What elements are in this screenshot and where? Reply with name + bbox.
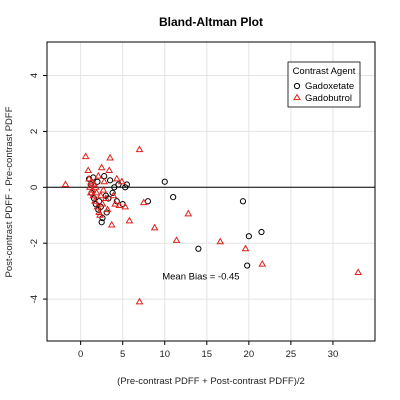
point-gadobutrol <box>91 197 99 204</box>
point-gadoxetate <box>111 184 118 191</box>
plot-frame <box>46 41 376 342</box>
data-points <box>61 145 363 305</box>
point-gadoxetate <box>195 245 202 252</box>
point-gadobutrol <box>107 220 116 228</box>
point-gadobutrol <box>258 259 267 267</box>
point-gadoxetate <box>106 177 114 184</box>
point-gadobutrol <box>172 236 181 243</box>
y-tick-label: 4 <box>29 73 40 78</box>
point-gadoxetate <box>87 181 94 188</box>
point-gadobutrol <box>102 194 110 201</box>
x-tick-label: 15 <box>202 349 213 360</box>
point-gadobutrol <box>135 145 144 153</box>
x-tick-label: 25 <box>286 349 297 360</box>
point-gadobutrol <box>87 177 96 185</box>
legend-label-gadoxetate: Gadoxetate <box>305 81 354 92</box>
point-gadobutrol <box>115 201 124 208</box>
legend-title: Contrast Agent <box>293 66 356 77</box>
point-gadobutrol <box>111 199 119 207</box>
point-gadobutrol <box>241 244 250 252</box>
point-gadobutrol <box>81 152 90 160</box>
point-gadobutrol <box>97 163 106 171</box>
point-gadobutrol <box>98 199 107 207</box>
x-tick-label: 0 <box>78 349 83 360</box>
point-gadoxetate <box>103 209 110 216</box>
point-gadoxetate <box>105 195 112 202</box>
x-tick-label: 30 <box>328 349 339 360</box>
point-gadoxetate <box>239 198 247 205</box>
x-tick-label: 20 <box>244 349 255 360</box>
point-gadoxetate <box>109 189 116 196</box>
point-gadobutrol <box>96 211 104 218</box>
point-gadobutrol <box>184 209 193 217</box>
y-axis-label: Post-contrast PDFF - Pre-contrast PDFF <box>4 106 15 277</box>
point-gadobutrol <box>61 180 70 188</box>
legend: Contrast Agent Gadoxetate Gadobutrol <box>287 61 361 108</box>
point-gadoxetate <box>244 262 251 269</box>
point-gadobutrol <box>91 183 100 190</box>
point-gadobutrol <box>150 223 159 231</box>
point-gadobutrol <box>85 174 93 182</box>
x-axis: 0 5 10 15 20 25 30 <box>78 341 338 360</box>
point-gadobutrol <box>139 198 148 206</box>
point-gadobutrol <box>106 153 114 161</box>
point-gadobutrol <box>354 268 363 276</box>
y-tick-label: -4 <box>29 295 40 303</box>
y-tick-label: 0 <box>29 185 40 190</box>
x-tick-label: 5 <box>120 349 125 360</box>
legend-marker-gadoxetate <box>293 82 301 90</box>
point-gadobutrol <box>105 166 114 174</box>
point-gadobutrol <box>84 166 93 174</box>
point-gadobutrol <box>112 174 121 182</box>
point-gadoxetate <box>123 181 130 188</box>
point-gadobutrol <box>103 205 112 213</box>
y-tick-label: -2 <box>29 239 40 247</box>
point-gadoxetate <box>258 228 265 236</box>
y-axis: -4 -2 0 2 4 <box>29 73 47 303</box>
legend-label-gadobutrol: Gadobutrol <box>305 93 352 104</box>
point-gadobutrol <box>94 171 103 179</box>
point-gadobutrol <box>99 185 108 193</box>
point-gadobutrol <box>117 177 126 185</box>
point-gadobutrol <box>96 191 105 199</box>
point-gadobutrol <box>100 177 109 185</box>
point-gadobutrol <box>121 202 130 210</box>
legend-marker-gadobutrol <box>293 93 301 101</box>
point-gadobutrol <box>135 297 144 305</box>
y-tick-label: 2 <box>29 129 40 134</box>
point-gadoxetate <box>245 233 252 240</box>
point-gadobutrol <box>109 191 118 199</box>
point-gadobutrol <box>216 237 225 245</box>
point-gadoxetate <box>170 193 177 201</box>
point-gadoxetate <box>161 178 168 185</box>
point-gadoxetate <box>90 195 98 202</box>
x-tick-label: 10 <box>159 349 170 360</box>
point-gadoxetate <box>98 219 105 226</box>
mean-bias-annotation: Mean Bias = -0.45 <box>162 272 239 283</box>
point-gadoxetate <box>115 181 122 188</box>
x-axis-label: (Pre-contrast PDFF + Post-contrast PDFF)… <box>117 376 305 387</box>
point-gadobutrol <box>125 216 134 224</box>
chart-title: Bland-Altman Plot <box>159 15 263 29</box>
point-gadobutrol <box>92 188 101 196</box>
